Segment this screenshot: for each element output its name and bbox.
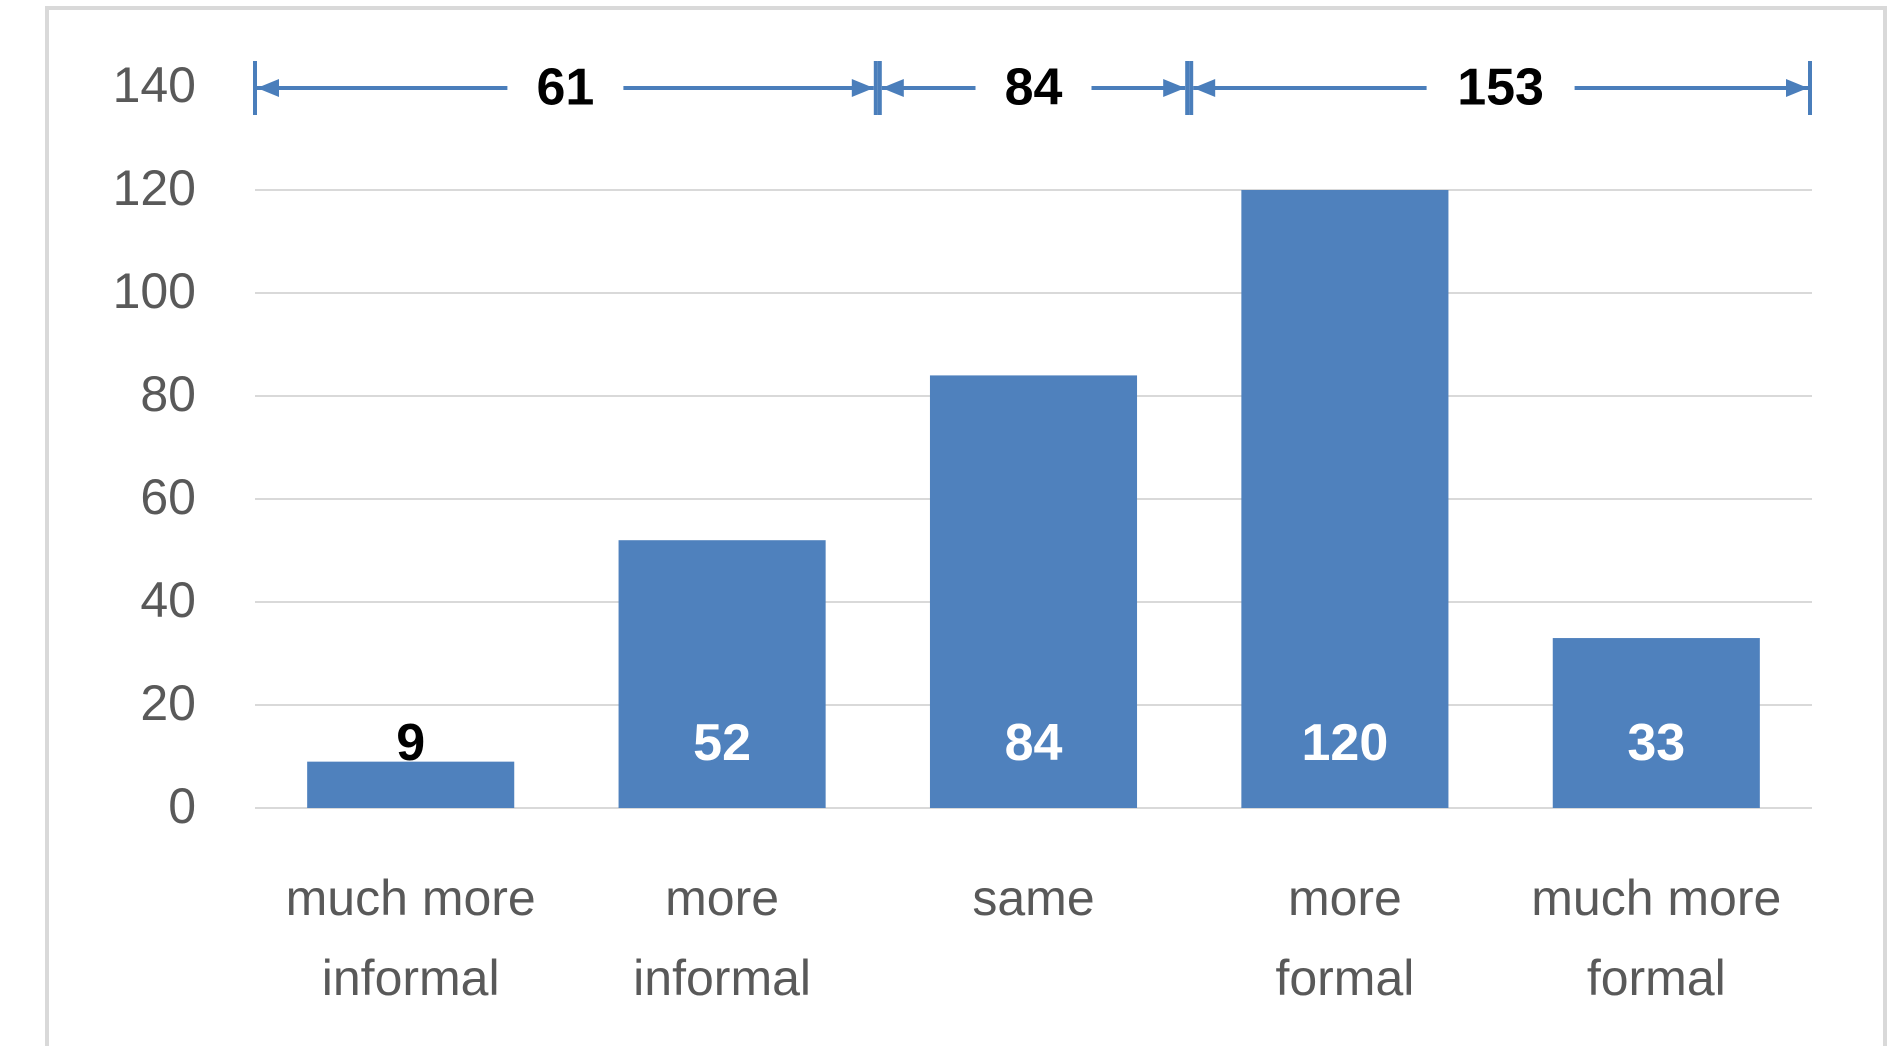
data-labels: 9 52 84 120 33 xyxy=(396,714,1685,772)
data-label: 84 xyxy=(1005,714,1063,772)
bar xyxy=(1552,638,1760,808)
arrow-head xyxy=(881,79,904,97)
span-label: 61 xyxy=(536,59,594,117)
y-tick-label: 20 xyxy=(140,675,196,731)
y-tick-label: 100 xyxy=(113,263,196,319)
x-tick-label: informal xyxy=(633,950,811,1006)
span-label: 84 xyxy=(1005,59,1063,117)
x-axis-ticks: much more informal more informal same more for… xyxy=(286,870,1782,1006)
y-axis-ticks: 0 20 40 60 80 100 120 140 xyxy=(113,57,196,834)
y-tick-label: 40 xyxy=(140,572,196,628)
bar xyxy=(929,375,1138,808)
x-tick-label: formal xyxy=(1275,950,1414,1006)
x-tick-label: same xyxy=(972,870,1094,926)
y-tick-label: 120 xyxy=(113,160,196,216)
arrow-head xyxy=(257,79,279,97)
bar xyxy=(1241,190,1449,808)
data-label: 120 xyxy=(1302,714,1389,772)
y-tick-label: 80 xyxy=(140,366,196,422)
x-tick-label: informal xyxy=(322,950,500,1006)
arrow-head xyxy=(1163,79,1186,97)
y-tick-label: 140 xyxy=(113,57,196,113)
y-tick-label: 60 xyxy=(140,469,196,525)
data-label: 9 xyxy=(396,714,425,772)
arrow-head xyxy=(1193,79,1216,97)
data-label: 33 xyxy=(1627,714,1685,772)
arrow-head xyxy=(851,79,874,97)
x-tick-label: much more xyxy=(1531,870,1781,926)
data-label: 52 xyxy=(693,714,751,772)
span-annotations: 61 84 153 xyxy=(253,59,1812,117)
bar xyxy=(307,761,515,808)
x-tick-label: much more xyxy=(286,870,536,926)
arrow-head xyxy=(1786,79,1808,97)
y-tick-label: 0 xyxy=(168,778,196,834)
bars xyxy=(307,190,1760,808)
x-tick-label: formal xyxy=(1587,950,1726,1006)
x-tick-label: more xyxy=(1288,870,1402,926)
x-tick-label: more xyxy=(665,870,779,926)
span-label: 153 xyxy=(1457,59,1544,117)
bar xyxy=(618,540,826,808)
